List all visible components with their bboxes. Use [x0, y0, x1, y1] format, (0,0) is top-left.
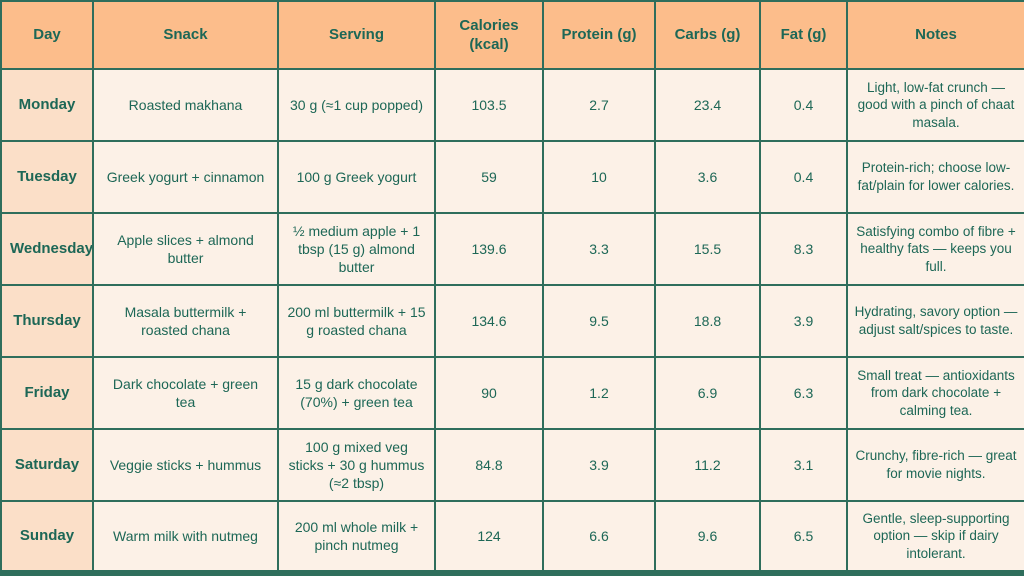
cell-carbs: 9.6 [654, 500, 761, 574]
table-row: Wednesday Apple slices + almond butter ½… [0, 212, 1024, 286]
cell-carbs: 3.6 [654, 140, 761, 214]
cell-calories: 84.8 [434, 428, 544, 502]
cell-protein: 10 [542, 140, 656, 214]
table-row: Thursday Masala buttermilk + roasted cha… [0, 284, 1024, 358]
header-cell-serving: Serving [277, 0, 436, 70]
header-cell-carbs: Carbs (g) [654, 0, 761, 70]
cell-notes: Protein-rich; choose low-fat/plain for l… [846, 140, 1024, 214]
cell-serving: ½ medium apple + 1 tbsp (15 g) almond bu… [277, 212, 436, 286]
cell-protein: 6.6 [542, 500, 656, 574]
cell-day: Monday [0, 68, 94, 142]
cell-carbs: 23.4 [654, 68, 761, 142]
cell-snack: Roasted makhana [92, 68, 279, 142]
cell-fat: 6.5 [759, 500, 848, 574]
cell-snack: Masala buttermilk + roasted chana [92, 284, 279, 358]
cell-notes: Light, low-fat crunch — good with a pinc… [846, 68, 1024, 142]
cell-calories: 90 [434, 356, 544, 430]
cell-calories: 59 [434, 140, 544, 214]
cell-snack: Greek yogurt + cinnamon [92, 140, 279, 214]
cell-fat: 3.1 [759, 428, 848, 502]
cell-serving: 100 g Greek yogurt [277, 140, 436, 214]
header-cell-protein: Protein (g) [542, 0, 656, 70]
cell-serving: 100 g mixed veg sticks + 30 g hummus (≈2… [277, 428, 436, 502]
cell-carbs: 11.2 [654, 428, 761, 502]
cell-day: Wednesday [0, 212, 94, 286]
table-row: Friday Dark chocolate + green tea 15 g d… [0, 356, 1024, 430]
cell-fat: 0.4 [759, 140, 848, 214]
cell-snack: Warm milk with nutmeg [92, 500, 279, 574]
cell-day: Friday [0, 356, 94, 430]
cell-day: Saturday [0, 428, 94, 502]
header-cell-calories: Calories (kcal) [434, 0, 544, 70]
cell-protein: 1.2 [542, 356, 656, 430]
cell-snack: Dark chocolate + green tea [92, 356, 279, 430]
cell-notes: Small treat — antioxidants from dark cho… [846, 356, 1024, 430]
cell-day: Sunday [0, 500, 94, 574]
header-row: Day Snack Serving Calories (kcal) Protei… [0, 0, 1024, 70]
cell-carbs: 15.5 [654, 212, 761, 286]
cell-notes: Crunchy, fibre-rich — great for movie ni… [846, 428, 1024, 502]
cell-day: Thursday [0, 284, 94, 358]
cell-fat: 8.3 [759, 212, 848, 286]
cell-notes: Gentle, sleep-supporting option — skip i… [846, 500, 1024, 574]
header-cell-notes: Notes [846, 0, 1024, 70]
cell-notes: Satisfying combo of fibre + healthy fats… [846, 212, 1024, 286]
cell-carbs: 18.8 [654, 284, 761, 358]
cell-protein: 9.5 [542, 284, 656, 358]
table-header: Day Snack Serving Calories (kcal) Protei… [0, 0, 1024, 70]
cell-serving: 30 g (≈1 cup popped) [277, 68, 436, 142]
header-cell-day: Day [0, 0, 94, 70]
header-cell-snack: Snack [92, 0, 279, 70]
table-row: Monday Roasted makhana 30 g (≈1 cup popp… [0, 68, 1024, 142]
table-row: Sunday Warm milk with nutmeg 200 ml whol… [0, 500, 1024, 574]
cell-snack: Veggie sticks + hummus [92, 428, 279, 502]
cell-protein: 3.9 [542, 428, 656, 502]
cell-fat: 6.3 [759, 356, 848, 430]
cell-carbs: 6.9 [654, 356, 761, 430]
cell-serving: 200 ml whole milk + pinch nutmeg [277, 500, 436, 574]
table-row: Tuesday Greek yogurt + cinnamon 100 g Gr… [0, 140, 1024, 214]
table-row: Saturday Veggie sticks + hummus 100 g mi… [0, 428, 1024, 502]
header-cell-fat: Fat (g) [759, 0, 848, 70]
cell-serving: 200 ml buttermilk + 15 g roasted chana [277, 284, 436, 358]
cell-protein: 3.3 [542, 212, 656, 286]
table-body: Monday Roasted makhana 30 g (≈1 cup popp… [0, 68, 1024, 574]
cell-day: Tuesday [0, 140, 94, 214]
cell-calories: 139.6 [434, 212, 544, 286]
cell-calories: 103.5 [434, 68, 544, 142]
cell-snack: Apple slices + almond butter [92, 212, 279, 286]
cell-notes: Hydrating, savory option — adjust salt/s… [846, 284, 1024, 358]
cell-serving: 15 g dark chocolate (70%) + green tea [277, 356, 436, 430]
cell-calories: 124 [434, 500, 544, 574]
cell-fat: 0.4 [759, 68, 848, 142]
cell-fat: 3.9 [759, 284, 848, 358]
cell-protein: 2.7 [542, 68, 656, 142]
cell-calories: 134.6 [434, 284, 544, 358]
